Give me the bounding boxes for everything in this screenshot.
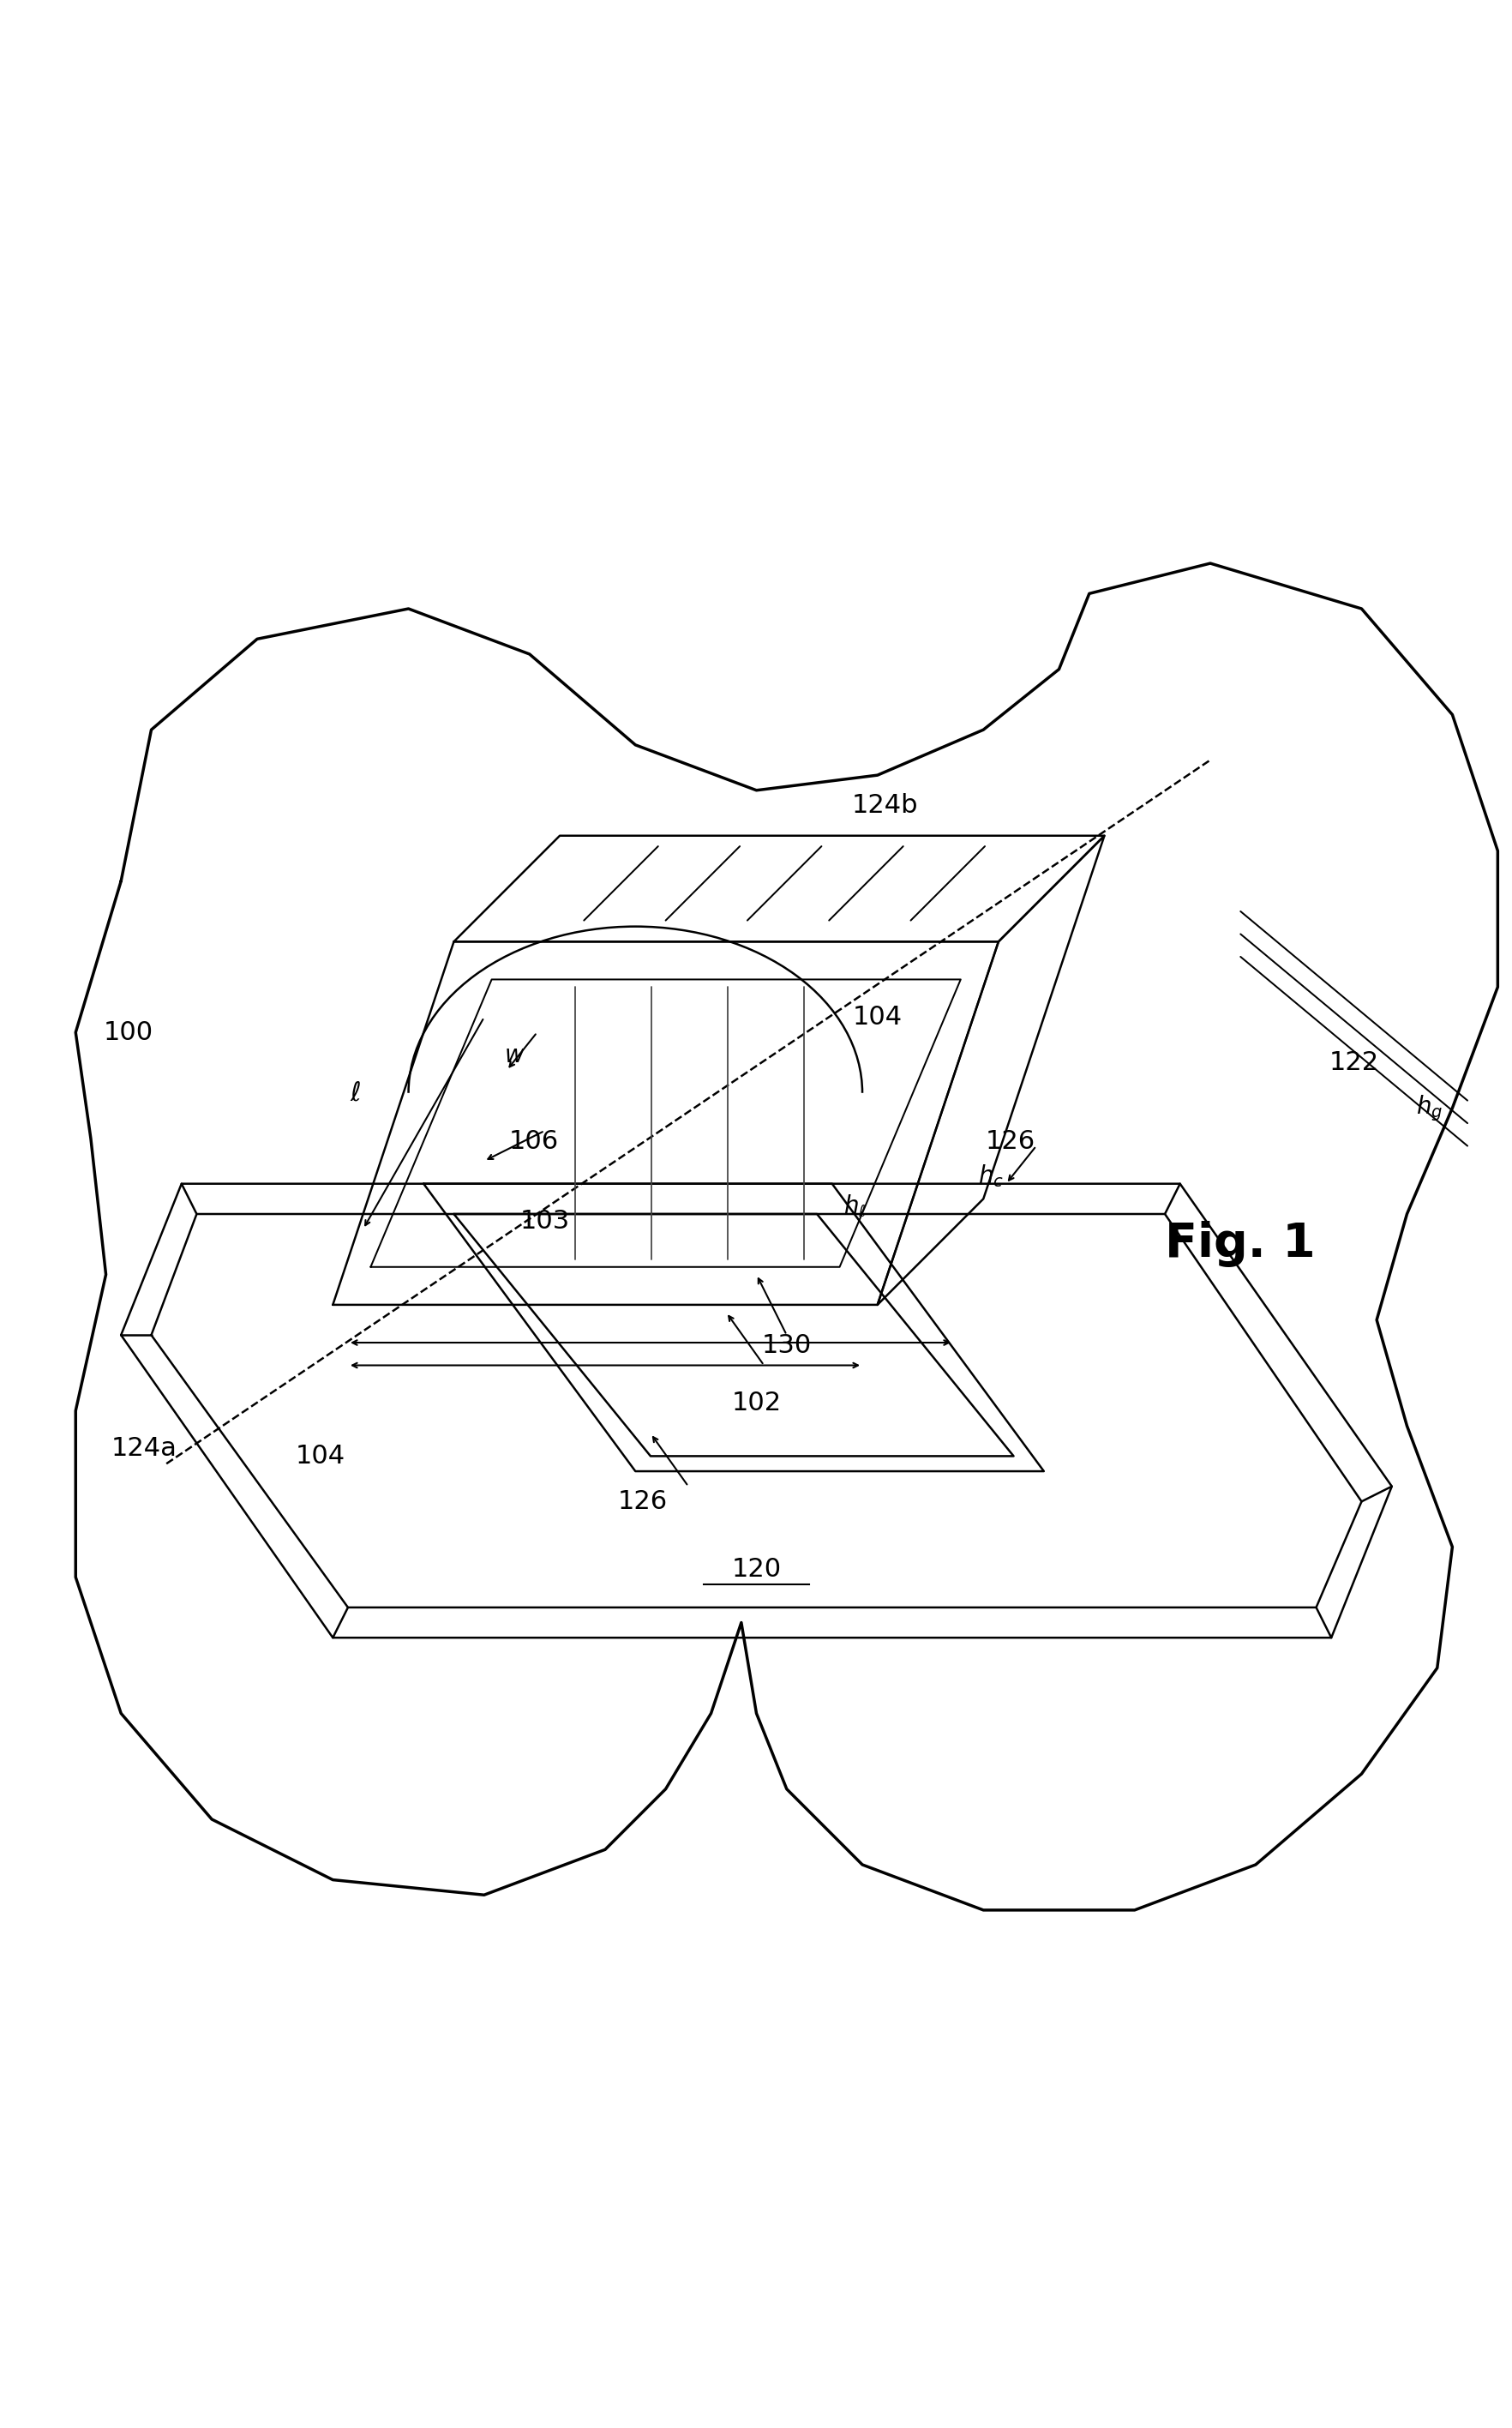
Text: h$_\ell$: h$_\ell$: [842, 1195, 866, 1219]
Text: 100: 100: [104, 1020, 153, 1044]
Text: 106: 106: [510, 1129, 558, 1153]
Text: 124b: 124b: [851, 794, 918, 818]
Text: 120: 120: [732, 1556, 780, 1583]
Text: h$_g$: h$_g$: [1415, 1093, 1442, 1122]
Text: w: w: [505, 1044, 523, 1068]
Text: $\ell$: $\ell$: [349, 1080, 361, 1105]
Text: 122: 122: [1329, 1051, 1377, 1076]
Text: 104: 104: [853, 1005, 901, 1029]
Text: h$_c$: h$_c$: [977, 1163, 1004, 1190]
Text: 126: 126: [986, 1129, 1034, 1153]
Text: 102: 102: [732, 1391, 780, 1416]
Text: Fig. 1: Fig. 1: [1164, 1221, 1315, 1267]
Text: 126: 126: [618, 1488, 667, 1515]
Text: 104: 104: [296, 1445, 345, 1469]
Text: 103: 103: [519, 1209, 570, 1233]
Text: 130: 130: [761, 1333, 812, 1357]
Text: 124a: 124a: [110, 1435, 177, 1462]
